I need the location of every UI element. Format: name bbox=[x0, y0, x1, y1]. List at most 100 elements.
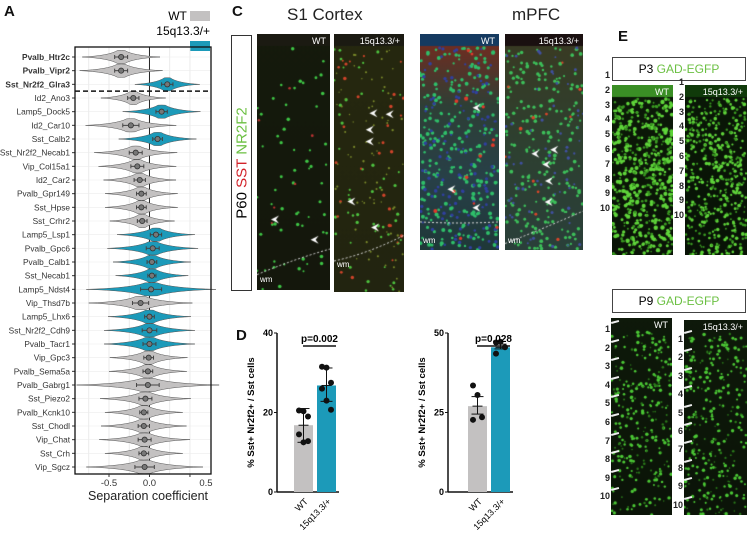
x-axis-label: Separation coefficient bbox=[88, 489, 208, 503]
layer-label: 10 bbox=[672, 499, 683, 510]
center-point bbox=[148, 286, 155, 293]
panel-label-c: C bbox=[232, 3, 243, 20]
center-point bbox=[144, 381, 151, 388]
category-label: Pvalb_Gpr149 bbox=[17, 189, 70, 199]
center-point bbox=[149, 245, 156, 252]
layer-label: 10 bbox=[599, 203, 610, 214]
category-label: Sst_Nr2f2_Glra3 bbox=[5, 79, 70, 89]
x-tick-label: 0.5 bbox=[199, 478, 212, 489]
center-point bbox=[146, 313, 153, 320]
center-point bbox=[140, 409, 147, 416]
center-point bbox=[142, 395, 149, 402]
layer-label: 5 bbox=[604, 398, 610, 409]
legend-item-wt: WT bbox=[140, 9, 210, 24]
micrograph-canvas bbox=[257, 34, 330, 290]
center-point bbox=[140, 422, 147, 429]
layer-label: 5 bbox=[604, 129, 610, 140]
data-point bbox=[497, 338, 504, 345]
micrograph-p3-mut: 15q13.3/+ bbox=[685, 85, 747, 255]
micrograph-canvas bbox=[685, 85, 747, 255]
data-point bbox=[328, 406, 334, 413]
micrograph-canvas bbox=[612, 85, 673, 255]
layer-label: 2 bbox=[604, 342, 610, 353]
micrograph-p9-mut: 15q13.3/+ bbox=[684, 320, 747, 515]
category-label: Vip_Sgcz bbox=[35, 462, 70, 472]
category-label: Pvalb_Htr2c bbox=[22, 52, 70, 62]
category-label: Lamp5_Ndst4 bbox=[18, 284, 70, 294]
stain-label: P60 SST NR2F2 bbox=[233, 107, 250, 219]
category-label: Pvalb_Sema5a bbox=[14, 366, 71, 376]
y-tick-label: 20 bbox=[263, 408, 273, 418]
layer-label: 6 bbox=[604, 417, 610, 427]
center-point bbox=[146, 327, 153, 334]
data-point bbox=[300, 408, 307, 415]
layer-label: 6 bbox=[604, 144, 610, 154]
data-point bbox=[323, 364, 330, 371]
layer-label: 8 bbox=[604, 173, 610, 184]
p9-header: P9 GAD-EGFP bbox=[612, 289, 746, 313]
layer-label: 2 bbox=[678, 91, 684, 102]
layer-label: 1 bbox=[604, 70, 610, 80]
center-point bbox=[145, 354, 152, 361]
panel-label-e: E bbox=[618, 28, 629, 45]
center-point bbox=[118, 54, 125, 61]
center-point bbox=[148, 272, 155, 279]
bar-WT bbox=[468, 406, 487, 492]
data-point bbox=[493, 350, 499, 357]
micrograph-canvas bbox=[505, 34, 583, 250]
legend: WT 15q13.3/+ bbox=[140, 9, 210, 54]
layer-label: 6 bbox=[678, 151, 684, 161]
center-point bbox=[139, 217, 146, 224]
data-point bbox=[319, 363, 325, 370]
legend-swatch-mut bbox=[190, 41, 210, 51]
data-point bbox=[470, 416, 476, 423]
center-point bbox=[132, 149, 139, 156]
x-tick-label: -0.5 bbox=[101, 478, 117, 489]
micrograph-s1-mut: 15q13.3/+ wm bbox=[334, 34, 404, 292]
layer-label: 3 bbox=[678, 106, 684, 117]
layer-label: 4 bbox=[677, 389, 683, 400]
center-point bbox=[152, 231, 159, 238]
y-tick-label: 50 bbox=[434, 328, 444, 338]
category-label: Pvalb_Gpc6 bbox=[25, 243, 71, 253]
category-label: Sst_Calb2 bbox=[32, 134, 71, 144]
p-value: p=0.028 bbox=[475, 334, 512, 345]
layer-label: 7 bbox=[604, 158, 610, 169]
layer-label: 9 bbox=[604, 472, 610, 483]
center-point bbox=[158, 108, 165, 115]
y-axis-label: % Sst+ Nr2f2+ / Sst cells bbox=[417, 357, 428, 467]
layer-label: 4 bbox=[678, 121, 684, 132]
center-point bbox=[138, 190, 145, 197]
center-point bbox=[141, 463, 148, 470]
center-point bbox=[141, 436, 148, 443]
layer-label: 9 bbox=[604, 188, 610, 199]
center-point bbox=[130, 95, 137, 102]
micrograph-p9-wt: WT bbox=[611, 318, 672, 515]
micrograph-canvas bbox=[684, 320, 747, 515]
center-point bbox=[136, 176, 143, 183]
category-label: Id2_Car2 bbox=[36, 175, 71, 185]
category-label: Pvalb_Vipr2 bbox=[23, 66, 71, 76]
category-label: Sst_Crhr2 bbox=[33, 216, 71, 226]
micrograph-mpfc-mut: 15q13.3/+ wm bbox=[505, 34, 583, 250]
legend-item-mut: 15q13.3/+ bbox=[140, 24, 210, 54]
micrograph-canvas bbox=[420, 34, 499, 250]
layer-label: 10 bbox=[673, 210, 684, 221]
layer-label: 5 bbox=[677, 407, 683, 418]
category-label: Id2_Car10 bbox=[31, 120, 70, 130]
center-point bbox=[148, 258, 155, 265]
p-value: p=0.002 bbox=[301, 334, 338, 345]
p3-header: P3 GAD-EGFP bbox=[612, 57, 746, 81]
y-tick-label: 0 bbox=[439, 487, 444, 497]
category-label: Sst_Chodl bbox=[32, 421, 70, 431]
layer-label: 8 bbox=[678, 180, 684, 191]
layer-label: 6 bbox=[677, 426, 683, 436]
data-point bbox=[323, 397, 330, 404]
layer-label: 1 bbox=[678, 77, 684, 87]
category-label: Id2_Ano3 bbox=[34, 93, 70, 103]
layer-label: 3 bbox=[604, 99, 610, 110]
layer-label: 1 bbox=[604, 324, 610, 334]
category-label: Vip_Thsd7b bbox=[26, 298, 71, 308]
data-point bbox=[474, 392, 481, 399]
